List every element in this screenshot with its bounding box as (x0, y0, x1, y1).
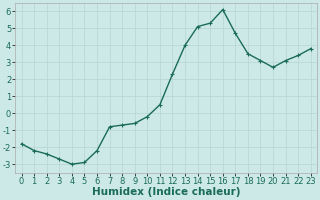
X-axis label: Humidex (Indice chaleur): Humidex (Indice chaleur) (92, 187, 240, 197)
